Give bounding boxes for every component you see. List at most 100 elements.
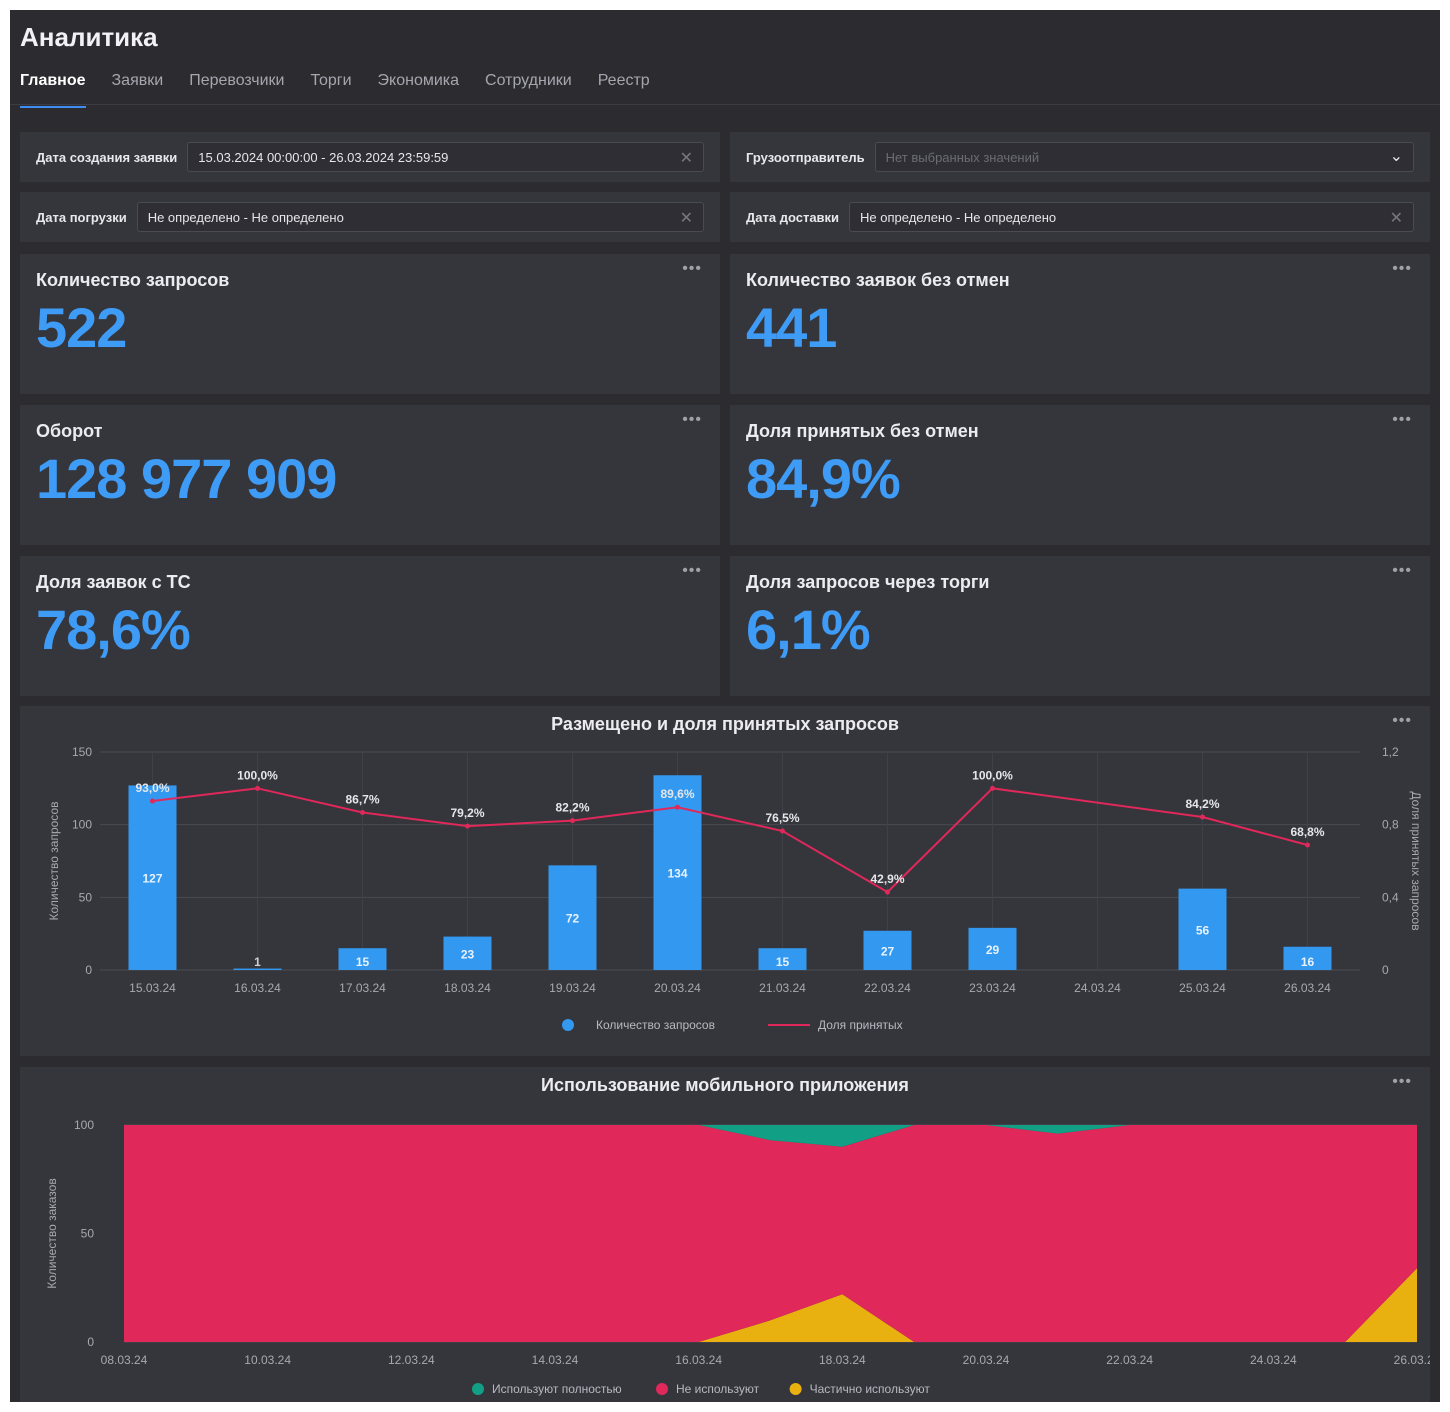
bar <box>548 865 597 970</box>
clear-icon[interactable]: ✕ <box>1389 210 1403 227</box>
page-title: Аналитика <box>20 22 158 52</box>
x-tick-label: 22.03.24 <box>864 981 911 995</box>
kpi-value: 78,6% <box>36 598 191 661</box>
bar-data-label: 27 <box>881 944 895 958</box>
x-tick-label: 18.03.24 <box>444 981 491 995</box>
legend-marker <box>472 1383 484 1395</box>
y-tick-label: 150 <box>72 745 92 759</box>
legend-marker <box>789 1383 802 1395</box>
line-point <box>780 828 785 834</box>
kpi-value: 84,9% <box>746 447 901 510</box>
filter-loading-date: Дата погрузки Не определено - Не определ… <box>20 192 720 242</box>
x-tick-label: 24.03.24 <box>1250 1353 1297 1367</box>
kpi-label: Доля заявок с ТС <box>36 572 191 592</box>
chart-title: Размещено и доля принятых запросов <box>551 714 899 734</box>
area-full <box>124 1125 1417 1147</box>
bar-data-label: 29 <box>986 943 1000 957</box>
line-data-label: 93,0% <box>135 781 169 795</box>
more-icon[interactable]: ••• <box>682 562 702 579</box>
kpi-value: 522 <box>36 296 127 359</box>
x-tick-label: 17.03.24 <box>339 981 386 995</box>
chevron-down-icon[interactable]: ⌄ <box>1389 148 1403 165</box>
y2-axis-label: Доля принятых запросов <box>1409 791 1423 930</box>
line-data-label: 42,9% <box>870 872 904 886</box>
tab-orders[interactable]: Заявки <box>111 72 164 89</box>
bar <box>863 930 912 970</box>
y-tick-label: 100 <box>74 1118 94 1132</box>
bar-data-label: 15 <box>356 955 370 969</box>
created-date-input[interactable]: 15.03.2024 00:00:00 - 26.03.2024 23:59:5… <box>187 142 704 172</box>
x-tick-label: 25.03.24 <box>1179 981 1226 995</box>
chart-mobile-panel: Использование мобильного приложения ••• … <box>20 1067 1430 1402</box>
kpi-label: Оборот <box>36 421 103 441</box>
y-tick-label: 0 <box>85 963 92 977</box>
y-tick-label: 0 <box>87 1335 94 1349</box>
y-tick-label: 50 <box>79 890 93 904</box>
kpi-turnover: Оборот 128 977 909 ••• <box>20 405 720 545</box>
legend-label: Количество запросов <box>596 1018 715 1032</box>
bar-data-label: 16 <box>1301 955 1315 969</box>
more-icon[interactable]: ••• <box>1392 260 1412 277</box>
x-tick-label: 26.03.24 <box>1284 981 1331 995</box>
more-icon[interactable]: ••• <box>1392 1073 1412 1090</box>
x-tick-label: 20.03.24 <box>654 981 701 995</box>
clear-icon[interactable]: ✕ <box>679 210 693 227</box>
shipper-select[interactable]: Нет выбранных значений ⌄ <box>874 142 1414 172</box>
tab-economics[interactable]: Экономика <box>377 72 460 89</box>
bar-data-label: 56 <box>1196 923 1210 937</box>
x-tick-label: 20.03.24 <box>963 1353 1010 1367</box>
filter-value: Не определено - Не определено <box>147 209 344 225</box>
clear-icon[interactable]: ✕ <box>679 150 693 167</box>
bar-data-label: 15 <box>776 955 790 969</box>
bar <box>233 968 282 970</box>
kpi-label: Количество запросов <box>36 270 230 290</box>
chart-requests-panel: Размещено и доля принятых запросов ••• 0… <box>20 706 1430 1056</box>
loading-date-input[interactable]: Не определено - Не определено ✕ <box>136 202 704 232</box>
bar <box>968 927 1017 970</box>
more-icon[interactable]: ••• <box>1392 712 1412 729</box>
filter-label: Дата доставки <box>746 209 840 225</box>
line-point <box>465 823 470 829</box>
filter-label: Дата создания заявки <box>36 149 178 165</box>
more-icon[interactable]: ••• <box>682 260 702 277</box>
kpi-tender-share: Доля запросов через торги 6,1% ••• <box>730 556 1430 696</box>
kpi-requests: Количество запросов 522 ••• <box>20 254 720 394</box>
y2-tick-label: 1,2 <box>1382 745 1399 759</box>
tabs-divider <box>10 104 1440 105</box>
y-axis-label: Количество заказов <box>45 1178 59 1288</box>
line-series <box>152 787 1308 894</box>
tab-main[interactable]: Главное <box>20 72 86 108</box>
line-data-label: 100,0% <box>972 768 1013 782</box>
select-placeholder: Нет выбранных значений <box>885 149 1040 165</box>
line-point <box>1200 814 1205 820</box>
tab-employees[interactable]: Сотрудники <box>485 72 572 89</box>
line-point <box>885 889 890 895</box>
line-data-label: 86,7% <box>345 792 379 806</box>
analytics-window: Аналитика Главное Заявки Перевозчики Тор… <box>10 10 1440 1402</box>
more-icon[interactable]: ••• <box>1392 411 1412 428</box>
bar-data-label: 1 <box>254 955 261 969</box>
x-tick-label: 26.03.24 <box>1394 1353 1430 1367</box>
kpi-value: 128 977 909 <box>36 447 337 510</box>
filter-value: Не определено - Не определено <box>860 209 1057 225</box>
line-point <box>360 809 365 815</box>
more-icon[interactable]: ••• <box>1392 562 1412 579</box>
tab-carriers[interactable]: Перевозчики <box>189 72 285 89</box>
chart-title: Использование мобильного приложения <box>541 1075 909 1095</box>
line-data-label: 89,6% <box>660 787 694 801</box>
tab-tenders[interactable]: Торги <box>310 72 352 89</box>
bar-data-label: 127 <box>142 872 162 886</box>
x-tick-label: 24.03.24 <box>1074 981 1121 995</box>
x-tick-label: 16.03.24 <box>234 981 281 995</box>
more-icon[interactable]: ••• <box>682 411 702 428</box>
mobile-usage-area-chart: 0 50 100 Количество заказов 08.03.24 10.03.24… <box>45 1118 1430 1396</box>
line-data-label: 79,2% <box>450 806 484 820</box>
x-tick-label: 22.03.24 <box>1106 1353 1153 1367</box>
delivery-date-input[interactable]: Не определено - Не определено ✕ <box>849 202 1414 232</box>
legend-label: Доля принятых <box>818 1018 903 1032</box>
x-tick-label: 15.03.24 <box>129 981 176 995</box>
filter-label: Грузоотправитель <box>746 149 865 165</box>
line-data-label: 84,2% <box>1185 797 1219 811</box>
tab-registry[interactable]: Реестр <box>597 72 650 89</box>
y2-tick-label: 0 <box>1382 963 1389 977</box>
